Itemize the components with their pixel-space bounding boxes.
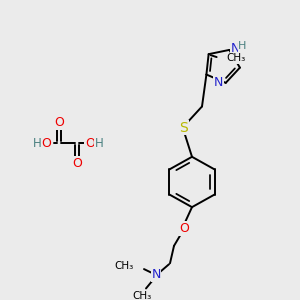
Text: O: O xyxy=(54,116,64,129)
Text: CH₃: CH₃ xyxy=(115,261,134,271)
Text: S: S xyxy=(180,121,188,135)
Text: H: H xyxy=(238,41,247,51)
Text: N: N xyxy=(231,42,240,56)
Text: N: N xyxy=(151,268,161,281)
Text: O: O xyxy=(41,137,51,150)
Text: O: O xyxy=(85,137,95,150)
Text: CH₃: CH₃ xyxy=(132,291,152,300)
Text: CH₃: CH₃ xyxy=(226,53,246,63)
Text: H: H xyxy=(33,137,41,150)
Text: N: N xyxy=(214,76,224,89)
Text: O: O xyxy=(72,157,82,170)
Text: H: H xyxy=(94,137,103,150)
Text: O: O xyxy=(179,222,189,235)
